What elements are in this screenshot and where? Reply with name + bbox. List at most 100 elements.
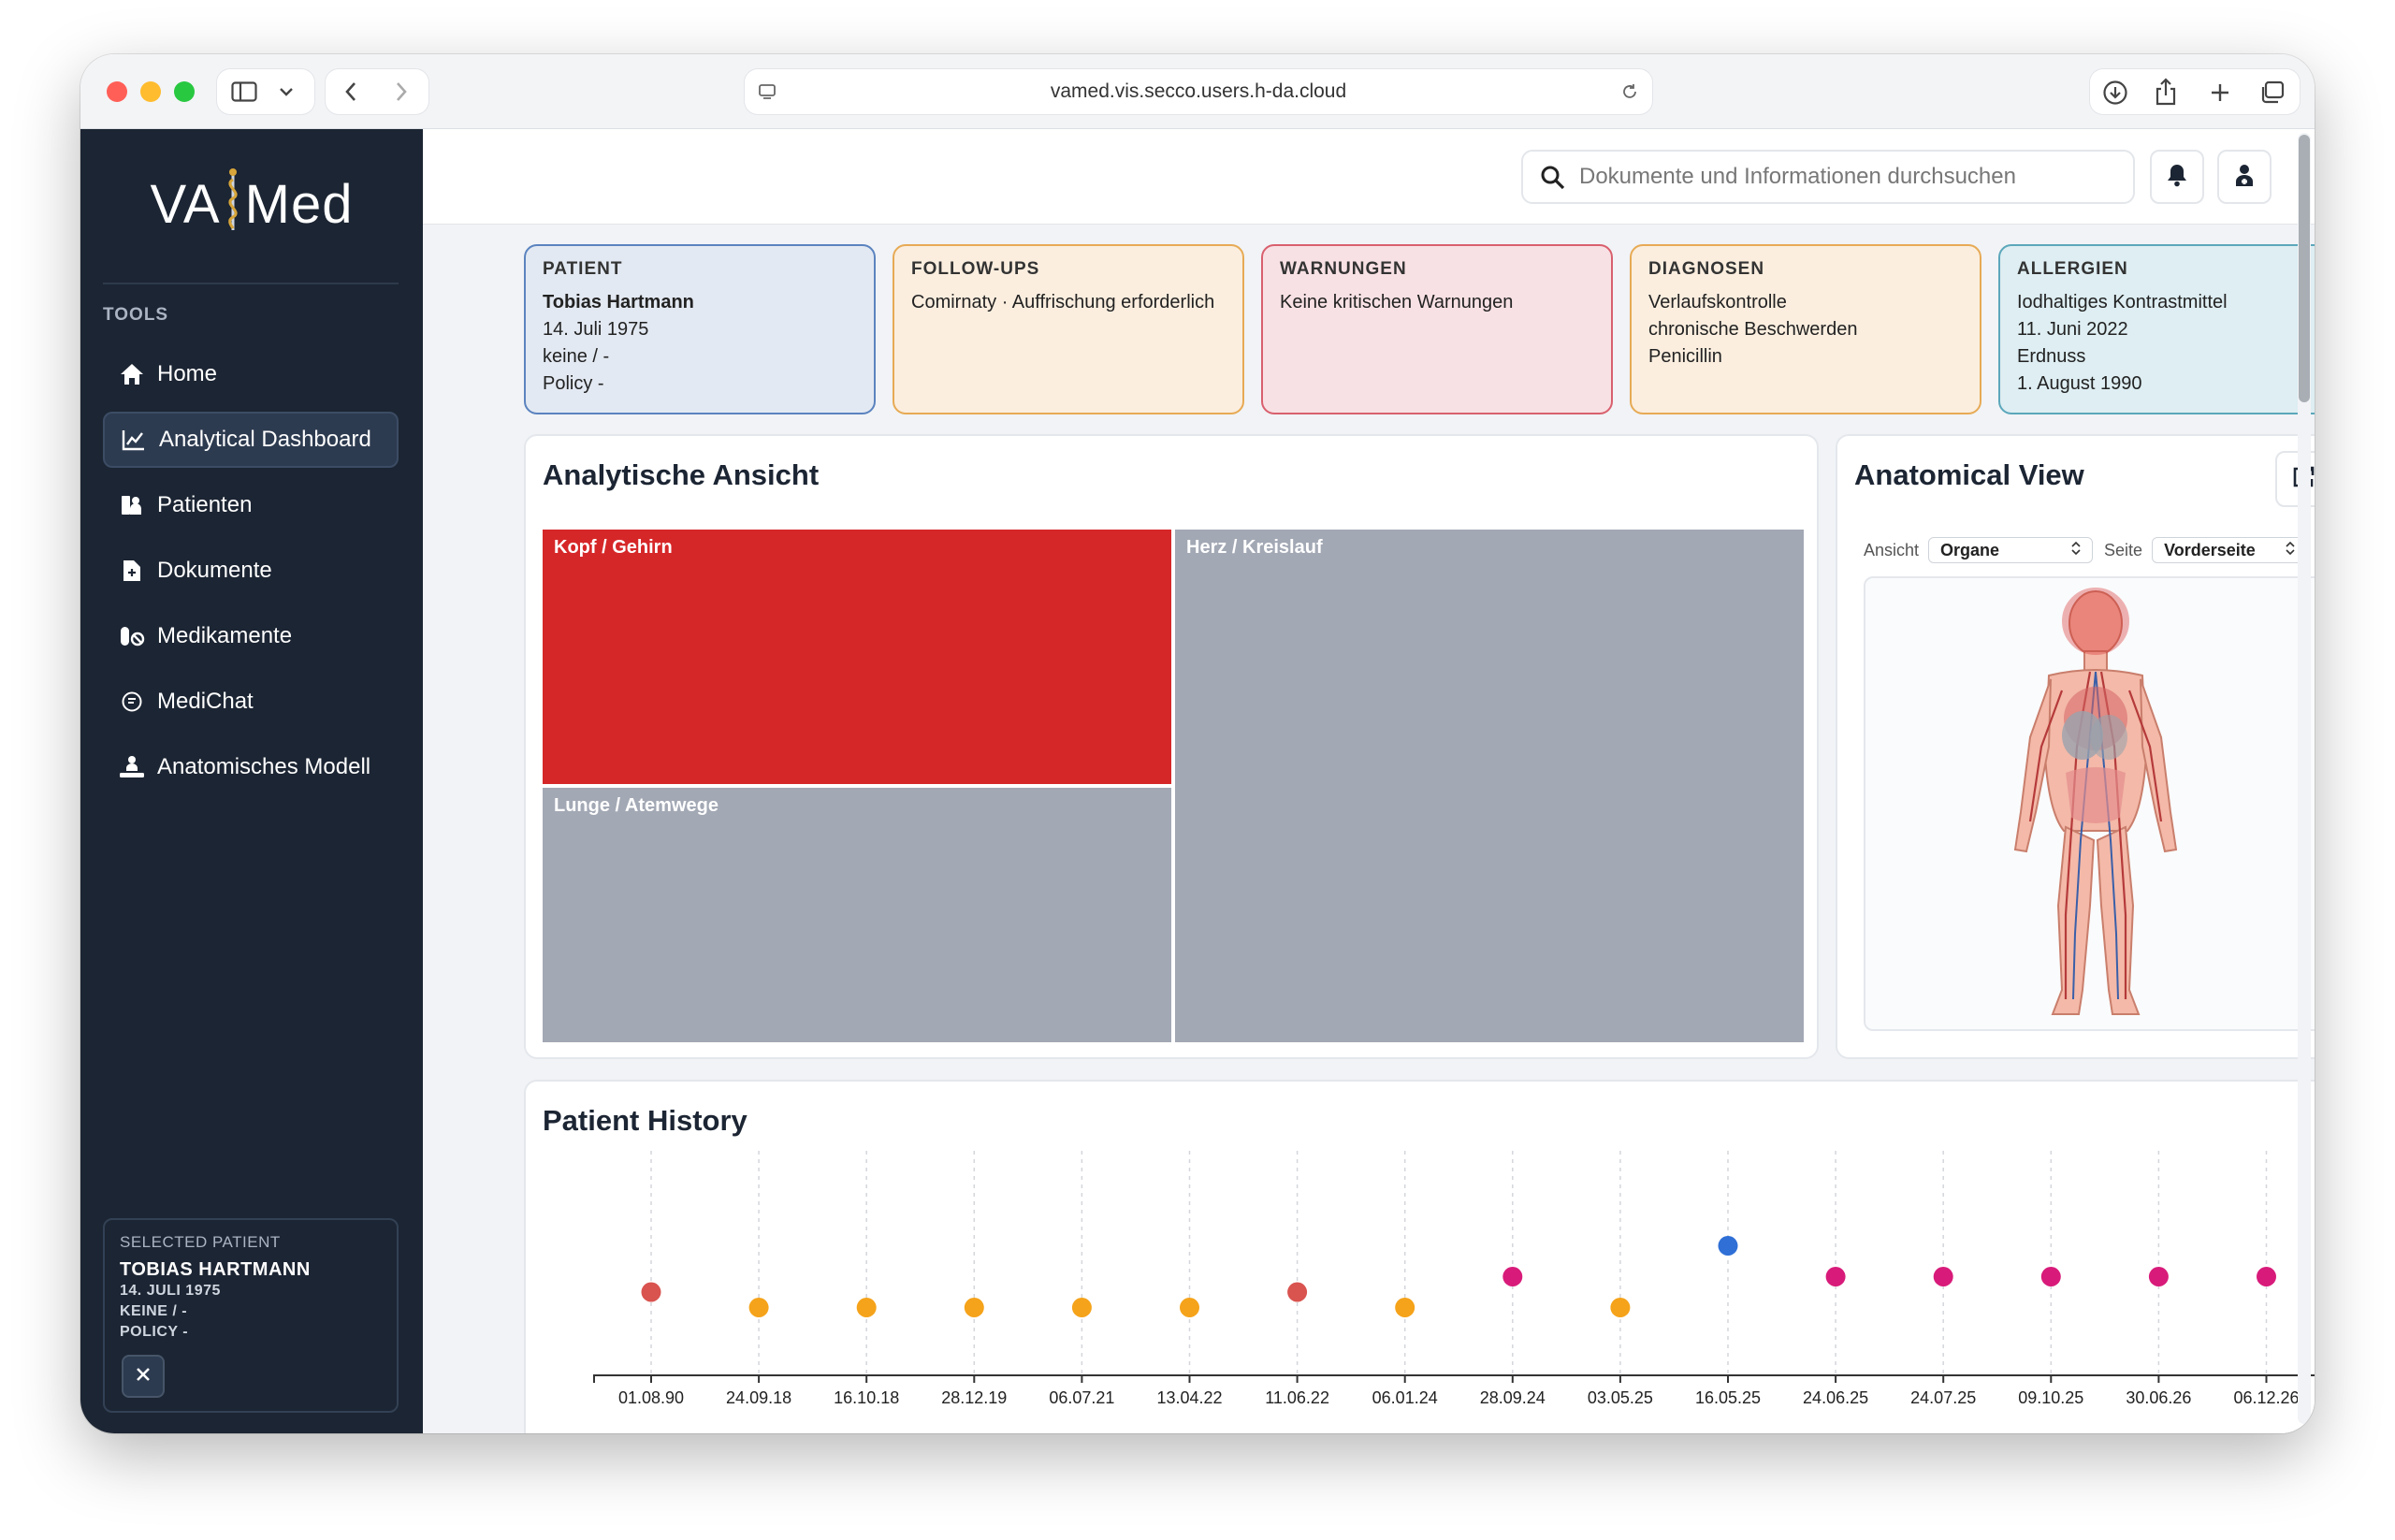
history-event-point[interactable] — [1180, 1298, 1199, 1317]
search-placeholder: Dokumente und Informationen durchsuchen — [1579, 164, 2016, 189]
history-event-point[interactable] — [1395, 1298, 1415, 1317]
sidebar-item-analytical-dashboard[interactable]: Analytical Dashboard — [103, 412, 399, 468]
document-icon — [118, 557, 146, 585]
x-tick-label: 13.04.22 — [1156, 1388, 1222, 1407]
diagnoses-card[interactable]: DIAGNOSEN Verlaufskontrolle chronische B… — [1630, 244, 1981, 414]
history-event-point[interactable] — [2040, 1267, 2061, 1286]
url-text: vamed.vis.secco.users.h-da.cloud — [1050, 80, 1347, 102]
followups-card-title: FOLLOW-UPS — [911, 259, 1040, 279]
sidebar-item-home[interactable]: Home — [103, 346, 399, 402]
top-bar: Dokumente und Informationen durchsuchen — [423, 129, 2315, 225]
sidebar-item-medichat[interactable]: MediChat — [103, 674, 399, 730]
sidebar-item-label: Home — [157, 361, 218, 386]
history-event-point[interactable] — [1502, 1267, 1523, 1286]
history-event-point[interactable] — [1825, 1267, 1846, 1286]
person-icon — [118, 753, 146, 781]
diagnoses-card-line: chronische Beschwerden — [1648, 319, 1858, 340]
chevron-down-icon[interactable] — [275, 82, 298, 101]
warnings-card[interactable]: WARNUNGEN Keine kritischen Warnungen — [1261, 244, 1613, 414]
clear-patient-button[interactable] — [122, 1355, 165, 1398]
history-event-point[interactable] — [2148, 1267, 2169, 1286]
browser-actions-group — [2090, 69, 2300, 114]
user-profile-button[interactable] — [2217, 150, 2272, 204]
download-icon[interactable] — [2101, 79, 2129, 107]
page-scrollbar-thumb[interactable] — [2299, 135, 2310, 402]
patient-history-chart: 01.08.90 24.09.18 16.10.18 28.12.19 06.07.21… — [593, 1151, 2315, 1407]
back-arrow-icon[interactable] — [339, 80, 363, 103]
followups-card[interactable]: FOLLOW-UPS Comirnaty · Auffrischung erfo… — [893, 244, 1244, 414]
minimize-window-button[interactable] — [140, 81, 161, 102]
x-tick-label: 06.01.24 — [1372, 1388, 1438, 1407]
history-event-point[interactable] — [1933, 1267, 1953, 1286]
sidebar-item-label: MediChat — [157, 689, 254, 714]
history-event-point[interactable] — [641, 1282, 661, 1302]
history-nav-group — [326, 69, 428, 114]
history-event-point[interactable] — [1071, 1298, 1092, 1317]
search-input[interactable]: Dokumente und Informationen durchsuchen — [1521, 150, 2135, 204]
analytic-view-title: Analytische Ansicht — [543, 458, 820, 491]
anatomical-view-panel: Anatomical View Ansicht Organe Seite Vor… — [1836, 434, 2315, 1059]
history-event-point[interactable] — [856, 1298, 877, 1317]
allergies-card-title: ALLERGIEN — [2017, 259, 2128, 279]
close-window-button[interactable] — [107, 81, 127, 102]
sidebar-divider — [103, 283, 399, 284]
side-select-label: Seite — [2104, 540, 2143, 559]
patient-history-title: Patient History — [543, 1104, 748, 1137]
patient-card-name: Tobias Hartmann — [543, 292, 694, 312]
allergies-card[interactable]: ALLERGIEN Iodhaltiges Kontrastmittel 11.… — [1998, 244, 2315, 414]
selected-patient-name: TOBIAS HARTMANN — [120, 1259, 311, 1280]
history-event-point[interactable] — [1718, 1236, 1738, 1256]
warnings-card-title: WARNUNGEN — [1280, 259, 1407, 279]
treemap-cell-kopf-gehirn[interactable]: Kopf / Gehirn — [543, 530, 1171, 784]
side-select[interactable]: Vorderseite — [2152, 537, 2308, 563]
page-scrollbar-track[interactable] — [2298, 133, 2311, 1424]
sidebar-item-anatomisches-modell[interactable]: Anatomisches Modell — [103, 739, 399, 795]
allergies-card-line: Iodhaltiges Kontrastmittel — [2017, 292, 2228, 312]
treemap-label: Lunge / Atemwege — [554, 795, 718, 816]
home-icon — [118, 360, 146, 388]
sidebar-toggle-icon[interactable] — [230, 80, 258, 103]
x-tick-label: 28.09.24 — [1480, 1388, 1546, 1407]
sidebar-item-patienten[interactable]: Patienten — [103, 477, 399, 533]
forward-arrow-icon[interactable] — [389, 80, 414, 103]
pills-icon — [118, 622, 146, 650]
maximize-window-button[interactable] — [174, 81, 195, 102]
sidebar-item-label: Anatomisches Modell — [157, 754, 371, 779]
sidebar-item-label: Medikamente — [157, 623, 293, 648]
anatomy-model-viewport[interactable] — [1864, 576, 2315, 1031]
sidebar-item-dokumente[interactable]: Dokumente — [103, 543, 399, 599]
sidebar-toggle-group[interactable] — [217, 69, 314, 114]
chat-icon — [118, 688, 146, 716]
treemap-cell-lunge-atemwege[interactable]: Lunge / Atemwege — [543, 788, 1171, 1042]
view-select[interactable]: Organe — [1928, 537, 2094, 563]
treemap-cell-herz-kreislauf[interactable]: Herz / Kreislauf — [1175, 530, 1804, 1042]
close-icon — [136, 1367, 151, 1387]
new-tab-icon[interactable] — [2206, 79, 2234, 107]
diagnoses-card-line: Verlaufskontrolle — [1648, 292, 1787, 312]
reload-icon[interactable] — [1618, 80, 1641, 103]
app-logo[interactable]: VA Med — [80, 167, 423, 236]
address-bar[interactable]: vamed.vis.secco.users.h-da.cloud — [745, 69, 1652, 114]
patient-card[interactable]: PATIENT Tobias Hartmann 14. Juli 1975 ke… — [524, 244, 876, 414]
x-tick-label: 06.07.21 — [1049, 1388, 1114, 1407]
history-event-point[interactable] — [1287, 1282, 1308, 1302]
history-event-point[interactable] — [1610, 1298, 1631, 1317]
anatomy-body-figure[interactable] — [1865, 578, 2315, 1033]
diagnoses-card-title: DIAGNOSEN — [1648, 259, 1765, 279]
view-select-value: Organe — [1940, 540, 2000, 559]
caduceus-icon — [221, 168, 245, 235]
page-settings-icon[interactable] — [756, 80, 778, 103]
share-icon[interactable] — [2152, 77, 2180, 107]
sidebar-item-medikamente[interactable]: Medikamente — [103, 608, 399, 664]
patient-card-insurance: keine / - — [543, 346, 610, 367]
history-event-point[interactable] — [964, 1298, 984, 1317]
history-event-point[interactable] — [2257, 1267, 2276, 1286]
x-tick-label: 24.07.25 — [1910, 1388, 1976, 1407]
tab-overview-icon[interactable] — [2257, 79, 2286, 107]
sidebar: VA Med TOOLS Home Analytical Dashboard Pa… — [80, 129, 423, 1433]
allergies-card-line: 11. Juni 2022 — [2017, 319, 2128, 340]
history-event-point[interactable] — [748, 1298, 769, 1317]
notifications-button[interactable] — [2150, 150, 2204, 204]
doctor-icon — [2233, 163, 2256, 192]
select-arrows-icon — [2286, 541, 2295, 560]
